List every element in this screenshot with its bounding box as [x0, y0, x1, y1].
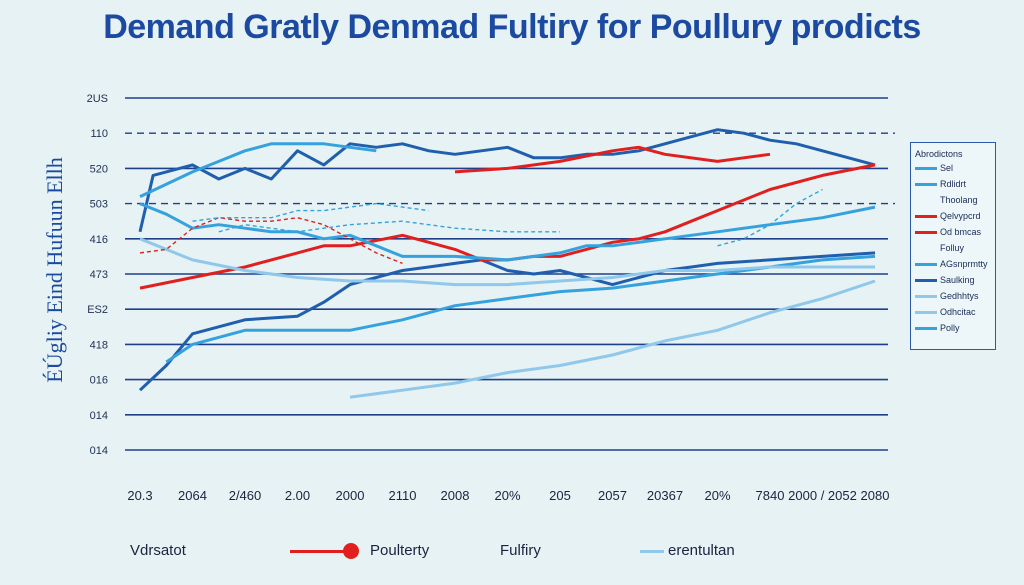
y-tick-label: 014 [90, 410, 108, 422]
legend-label: Folluy [940, 243, 965, 253]
y-tick-label: 416 [90, 234, 108, 246]
x-tick-label: 20367 [647, 488, 683, 503]
bottom-legend-swatch [640, 550, 664, 553]
series-line-9 [139, 216, 403, 265]
legend-item: Sel [915, 163, 953, 173]
series-line-8 [139, 237, 875, 287]
y-tick-label: 110 [90, 128, 108, 140]
x-tick-label: 2.00 [285, 488, 310, 503]
legend-item: AGsnprmtty [915, 259, 988, 269]
series-line-4 [139, 142, 377, 198]
legend-label: Saulking [940, 275, 975, 285]
legend-swatch [915, 167, 937, 171]
y-axis-label: ÉÚgliy Eind Hufuun Ellh [42, 157, 67, 382]
legend-item: Folluy [915, 243, 964, 253]
bottom-legend: Vdrsatot Poulterty Fulfiry erentultan [0, 538, 1024, 568]
legend-item: Saulking [915, 275, 975, 285]
legend-swatch [915, 311, 937, 315]
x-tick-label: 2000 / 2052 [788, 488, 857, 503]
legend-label: Thoolang [940, 195, 978, 205]
bottom-legend-label: Poulterty [370, 542, 430, 559]
legend-label: Rdlidrt [940, 179, 967, 189]
legend-label: Qelvypcrd [940, 211, 981, 221]
y-tick-label: 473 [90, 269, 108, 281]
bottom-legend-marker [343, 543, 359, 559]
x-tick-label: 2057 [598, 488, 627, 503]
legend-swatch [915, 247, 937, 250]
x-tick-label: 2080 [861, 488, 890, 503]
chart-title: Demand Gratly Denmad Fultiry for Poullur… [103, 8, 921, 46]
legend-swatch [915, 295, 937, 299]
x-tick-label: 2110 [389, 488, 417, 503]
legend-item: Rdlidrt [915, 179, 966, 189]
x-tick-label: 7840 [756, 488, 785, 503]
legend-swatch [915, 199, 937, 202]
bottom-legend-label: Vdrsatot [130, 542, 186, 559]
legend-swatch [915, 279, 937, 283]
y-tick-label: 014 [90, 445, 108, 457]
series-line-5 [139, 202, 876, 262]
x-tick-label: 205 [549, 488, 571, 503]
y-tick-label: 016 [90, 375, 108, 387]
series-lines [138, 128, 876, 399]
series-line-0 [138, 128, 876, 233]
x-tick-labels: 20.3 2064 2/460 2.00 2000 2110 2008 20% 205 2057 2… [127, 488, 889, 503]
legend-item: Qelvypcrd [915, 211, 981, 221]
series-line-12 [218, 220, 560, 233]
series-line-1 [138, 251, 876, 392]
y-tick-label: 418 [90, 339, 108, 351]
legend-label: Sel [940, 163, 954, 173]
y-tick-label: 520 [90, 163, 108, 175]
legend-item: Gedhhtys [915, 291, 979, 301]
legend-item: Thoolang [915, 195, 978, 205]
legend-label: Od bmcas [940, 227, 982, 237]
y-tick-label: ES2 [87, 304, 108, 316]
x-tick-label: 20% [704, 488, 730, 503]
legend: Abrodictons Sel Rdlidrt Thoolang Qelvypcrd O… [910, 142, 996, 350]
legend-swatch [915, 327, 937, 331]
legend-item: Odhcitac [915, 307, 976, 317]
y-tick-labels: 2US 110 520 503 416 473 ES2 418 016 014 014 [87, 93, 108, 457]
y-tick-label: 503 [90, 199, 108, 211]
legend-label: Polly [940, 323, 960, 333]
legend-label: Odhcitac [940, 307, 976, 317]
legend-swatch [915, 263, 937, 267]
legend-label: Gedhhtys [940, 291, 979, 301]
bottom-legend-label: erentultan [668, 542, 735, 559]
series-line-10 [192, 202, 429, 222]
series-line-7 [349, 279, 876, 399]
grid-lines [125, 97, 895, 451]
legend-item: Polly [915, 323, 960, 333]
legend-title: Abrodictons [915, 149, 963, 159]
legend-swatch [915, 231, 937, 235]
x-tick-label: 2000 [336, 488, 365, 503]
bottom-legend-swatch [290, 550, 350, 553]
legend-item: Od bmcas [915, 227, 981, 237]
y-tick-label: 2US [87, 93, 108, 105]
x-tick-label: 2064 [178, 488, 207, 503]
x-tick-label: 20.3 [127, 488, 152, 503]
x-tick-label: 20% [494, 488, 520, 503]
x-tick-label: 2/460 [229, 488, 262, 503]
x-tick-label: 2008 [441, 488, 470, 503]
series-line-3 [454, 145, 771, 174]
legend-label: AGsnprmtty [940, 259, 988, 269]
legend-swatch [915, 183, 937, 187]
legend-swatch [915, 215, 937, 219]
bottom-legend-label: Fulfiry [500, 542, 541, 559]
series-line-11 [717, 188, 823, 247]
